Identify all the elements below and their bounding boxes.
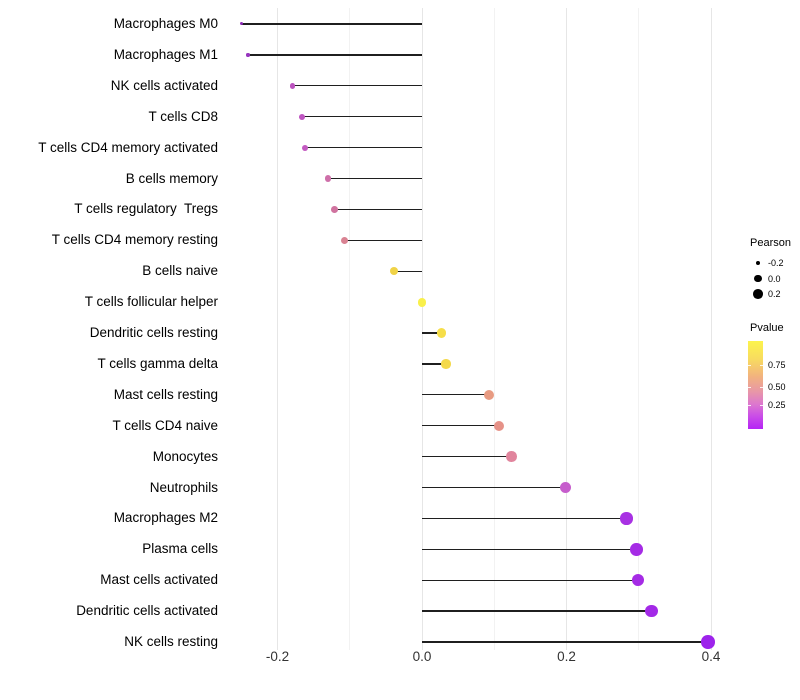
category-label: B cells naive	[142, 263, 218, 279]
category-label: T cells CD8	[148, 108, 218, 124]
pearson-legend-title: Pearson	[750, 237, 791, 249]
pearson-legend-label: 0.0	[768, 273, 781, 284]
lollipop-point	[484, 389, 495, 400]
pvalue-tick-mark	[748, 365, 751, 366]
category-label: T cells gamma delta	[97, 355, 218, 371]
category-label: B cells memory	[125, 170, 218, 186]
pvalue-legend-title: Pvalue	[750, 322, 784, 334]
lollipop-stem	[422, 610, 652, 612]
lollipop-stem	[393, 270, 422, 272]
x-tick-label: 0.0	[412, 649, 432, 664]
pvalue-tick-mark	[760, 405, 763, 406]
pearson-legend-dot	[753, 289, 763, 299]
category-label: Macrophages M0	[113, 16, 218, 31]
pearson-legend-label: 0.2	[768, 289, 781, 299]
x-tick-label: 0.2	[557, 649, 576, 664]
pvalue-tick-label: 0.25	[768, 400, 786, 410]
lollipop-stem	[422, 455, 512, 458]
pvalue-tick-mark	[748, 386, 751, 388]
pearson-legend-dot	[754, 274, 762, 283]
category-label: Dendritic cells resting	[89, 325, 218, 340]
gridline-major	[566, 8, 567, 650]
category-label: Neutrophils	[149, 479, 218, 495]
lollipop-stem	[292, 85, 422, 87]
category-label: T cells CD4 memory activated	[38, 139, 218, 155]
lollipop-stem	[422, 425, 500, 427]
lollipop-stem	[422, 579, 639, 581]
category-label: T cells CD4 naive	[112, 417, 218, 433]
lollipop-stem	[344, 239, 422, 241]
pvalue-tick-mark	[748, 405, 751, 406]
category-label: NK cells activated	[110, 77, 218, 93]
gridline-major	[710, 8, 712, 650]
lollipop-point	[436, 328, 447, 338]
category-label: Macrophages M2	[113, 510, 218, 526]
lollipop-stem	[422, 517, 627, 520]
lollipop-point	[239, 22, 243, 26]
gridline-major	[421, 8, 423, 650]
category-label: Macrophages M1	[113, 46, 218, 62]
lollipop-point	[620, 512, 633, 525]
lollipop-point	[631, 573, 645, 587]
category-label: T cells CD4 memory resting	[51, 232, 218, 248]
gridline-major	[277, 8, 278, 650]
lollipop-point	[289, 83, 296, 89]
lollipop-stem	[422, 548, 637, 550]
lollipop-stem	[302, 116, 422, 118]
gridline-minor	[493, 8, 495, 650]
lollipop-stem	[328, 177, 422, 180]
pvalue-tick-mark	[760, 386, 763, 388]
x-tick-label: 0.4	[701, 649, 721, 664]
lollipop-point	[324, 175, 332, 182]
category-label: Mast cells resting	[113, 386, 218, 402]
category-label: NK cells resting	[124, 634, 218, 649]
lollipop-point	[417, 297, 427, 307]
lollipop-stem	[422, 486, 566, 489]
category-label: Mast cells activated	[100, 572, 218, 588]
lollipop-point	[645, 604, 659, 618]
lollipop-point	[246, 53, 250, 57]
gridline-minor	[349, 8, 351, 650]
pearson-legend-dot	[755, 260, 761, 266]
lollipop-point	[331, 206, 338, 213]
lollipop-point	[506, 451, 517, 462]
lollipop-stem	[247, 54, 422, 56]
lollipop-point	[630, 543, 643, 556]
pvalue-tick-label: 0.50	[768, 381, 786, 392]
lollipop-stem	[241, 23, 422, 25]
pvalue-tick-mark	[760, 365, 763, 366]
category-label: T cells follicular helper	[84, 294, 218, 310]
gridline-minor	[638, 8, 640, 650]
category-label: T cells regulatory Tregs	[74, 201, 218, 217]
x-tick-label: -0.2	[265, 649, 290, 664]
lollipop-point	[341, 236, 349, 244]
lollipop-stem	[304, 146, 422, 149]
lollipop-stem	[422, 363, 446, 365]
category-label: Dendritic cells activated	[76, 603, 218, 619]
pvalue-colorbar	[748, 341, 763, 429]
lollipop-point	[299, 113, 305, 120]
lollipop-point	[389, 267, 398, 276]
lollipop-point	[441, 359, 451, 369]
lollipop-point	[494, 420, 505, 431]
lollipop-stem	[422, 332, 442, 334]
pvalue-tick-label: 0.75	[768, 360, 786, 370]
category-label: Monocytes	[152, 448, 218, 464]
category-label: Plasma cells	[142, 541, 218, 557]
lollipop-point	[302, 144, 308, 151]
lollipop-point	[560, 481, 572, 494]
lollipop-stem	[422, 394, 490, 396]
lollipop-stem	[334, 208, 422, 211]
lollipop-stem	[422, 641, 709, 643]
pearson-legend-label: -0.2	[768, 258, 784, 268]
lollipop-point	[701, 635, 715, 649]
